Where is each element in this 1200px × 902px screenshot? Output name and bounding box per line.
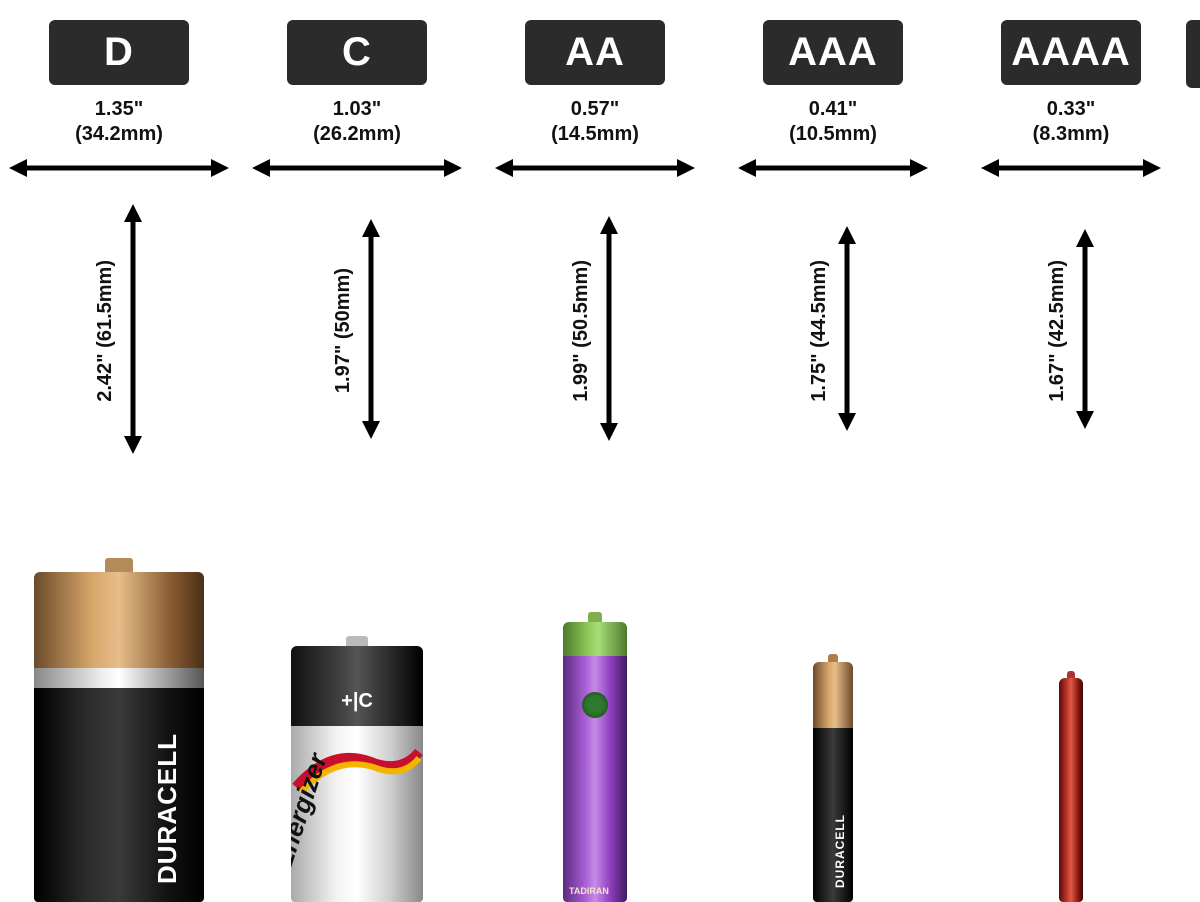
battery-image: TADIRAN: [563, 612, 627, 902]
battery-terminal: [588, 612, 602, 622]
width-inches: 1.03": [333, 98, 381, 120]
width-mm: (26.2mm): [313, 123, 401, 145]
battery-terminal: [105, 558, 133, 572]
height-label: 1.75" (44.5mm): [808, 260, 831, 402]
height-label: 1.99" (50.5mm): [570, 260, 593, 402]
width-mm: (10.5mm): [789, 123, 877, 145]
battery-image: DURACELL: [813, 654, 853, 902]
size-badge: AA: [525, 20, 665, 85]
width-label: 1.03" (26.2mm): [313, 97, 401, 147]
height-dimension: 1.75" (44.5mm): [808, 201, 859, 461]
battery-body: TADIRAN: [563, 622, 627, 902]
width-label: 1.35" (34.2mm): [75, 97, 163, 147]
height-dimension: 1.97" (50mm): [332, 201, 383, 461]
battery-brand-label: DURACELL: [833, 814, 847, 888]
battery-terminal: [1067, 671, 1075, 678]
width-arrow-icon: [738, 153, 928, 183]
width-inches: 0.57": [571, 98, 619, 120]
battery-terminal: [828, 654, 838, 662]
size-badge: AAA: [763, 20, 903, 85]
battery-brand-label: TADIRAN: [569, 886, 609, 896]
height-label: 1.67" (42.5mm): [1046, 260, 1069, 402]
height-dimension: 1.67" (42.5mm): [1046, 201, 1097, 461]
battery-body: DURACELL: [813, 662, 853, 902]
battery-body: +|CEnergizer: [291, 646, 423, 902]
battery-column-d: D 1.35" (34.2mm) 2.42" (61.5mm) DURACELL: [0, 20, 238, 902]
battery-terminal: [346, 636, 368, 646]
width-label: 0.57" (14.5mm): [551, 97, 639, 147]
height-arrow-icon: [121, 204, 145, 459]
battery-image: +|CEnergizer: [291, 636, 423, 902]
size-badge: D: [49, 20, 189, 85]
battery-polarity-label: +|C: [291, 690, 423, 713]
size-badge: C: [287, 20, 427, 85]
battery-body: DURACELL: [34, 572, 204, 902]
width-arrow-icon: [9, 153, 229, 183]
width-label: 0.33" (8.3mm): [1033, 97, 1110, 147]
height-dimension: 1.99" (50.5mm): [570, 201, 621, 461]
battery-brand-label: DURACELL: [152, 733, 183, 884]
width-inches: 1.35": [95, 98, 143, 120]
height-dimension: 2.42" (61.5mm): [94, 201, 145, 461]
battery-column-aaaa: AAAA 0.33" (8.3mm) 1.67" (42.5mm): [952, 20, 1190, 902]
width-mm: (14.5mm): [551, 123, 639, 145]
battery-column-aa: AA 0.57" (14.5mm) 1.99" (50.5mm) TADIRAN: [476, 20, 714, 902]
width-arrow-icon: [495, 153, 695, 183]
height-arrow-icon: [1073, 229, 1097, 434]
height-label: 1.97" (50mm): [332, 268, 355, 393]
width-inches: 0.33": [1047, 98, 1095, 120]
battery-column-aaa: AAA 0.41" (10.5mm) 1.75" (44.5mm) DURACELL: [714, 20, 952, 902]
height-arrow-icon: [597, 216, 621, 446]
height-arrow-icon: [835, 226, 859, 436]
width-arrow-icon: [252, 153, 462, 183]
battery-column-c: C 1.03" (26.2mm) 1.97" (50mm) +|CEnergizer: [238, 20, 476, 902]
width-mm: (8.3mm): [1033, 123, 1110, 145]
height-arrow-icon: [359, 219, 383, 444]
width-inches: 0.41": [809, 98, 857, 120]
width-label: 0.41" (10.5mm): [789, 97, 877, 147]
battery-image: [1059, 671, 1083, 902]
width-mm: (34.2mm): [75, 123, 163, 145]
height-label: 2.42" (61.5mm): [94, 260, 117, 402]
battery-image: DURACELL: [34, 558, 204, 902]
size-badge: AAAA: [1001, 20, 1141, 85]
battery-seal-icon: [582, 692, 608, 718]
battery-body: [1059, 678, 1083, 902]
cropped-badge: [1186, 20, 1200, 88]
width-arrow-icon: [981, 153, 1161, 183]
